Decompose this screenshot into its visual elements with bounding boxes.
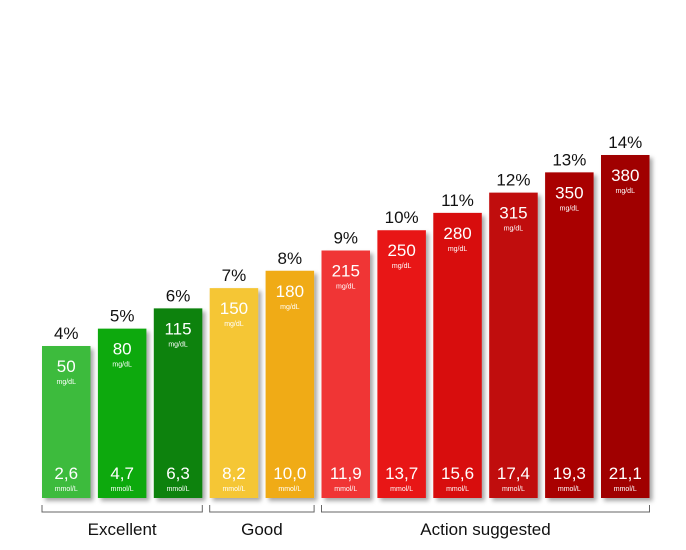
- mmol-value-6: 13,7: [385, 464, 418, 483]
- mgdl-value-2: 115: [164, 319, 191, 338]
- percent-label-4: 8%: [278, 249, 303, 268]
- mgdl-unit-7: mg/dL: [448, 246, 468, 253]
- percent-label-7: 11%: [441, 191, 474, 210]
- mmol-unit-5: mmol/L: [334, 486, 357, 493]
- mmol-unit-1: mmol/L: [111, 486, 134, 493]
- mgdl-unit-6: mg/dL: [392, 263, 412, 270]
- mmol-unit-4: mmol/L: [278, 486, 301, 493]
- bar-1: [97, 328, 147, 498]
- mmol-value-4: 10,0: [273, 464, 306, 483]
- mgdl-unit-5: mg/dL: [336, 284, 356, 291]
- mmol-value-3: 8,2: [222, 464, 246, 483]
- bar-7: [433, 212, 482, 498]
- mmol-value-0: 2,6: [54, 464, 78, 483]
- bars-layer: [42, 155, 650, 498]
- mgdl-value-1: 80: [113, 340, 132, 359]
- bar-0: [42, 346, 91, 498]
- group-bracket-1: [209, 505, 315, 513]
- bar-9: [545, 172, 594, 498]
- mmol-value-9: 19,3: [553, 464, 586, 483]
- bar-4: [265, 270, 315, 498]
- mmol-unit-2: mmol/L: [167, 486, 190, 493]
- mmol-value-5: 11,9: [330, 464, 362, 483]
- percent-label-6: 10%: [385, 208, 419, 227]
- percent-label-2: 6%: [166, 286, 191, 305]
- mgdl-unit-10: mg/dL: [616, 188, 636, 195]
- mmol-unit-0: mmol/L: [55, 486, 78, 493]
- bar-8: [489, 192, 538, 498]
- group-bracket-0: [41, 505, 203, 513]
- percent-label-5: 9%: [333, 229, 358, 248]
- group-label-2: Action suggested: [420, 520, 550, 539]
- mmol-unit-9: mmol/L: [558, 486, 581, 493]
- percent-label-1: 5%: [110, 307, 135, 326]
- mgdl-unit-3: mg/dL: [224, 321, 244, 328]
- mmol-unit-3: mmol/L: [222, 486, 245, 493]
- mgdl-value-9: 350: [555, 183, 583, 202]
- mgdl-value-4: 180: [276, 282, 304, 301]
- bar-5: [321, 250, 370, 498]
- labels-layer: 4% 50 mg/dL 2,6 mmol/L 5% 80 mg/dL 4,7 mmol/L 6% 11…: [54, 133, 642, 493]
- mmol-value-7: 15,6: [441, 464, 474, 483]
- mmol-value-8: 17,4: [497, 464, 530, 483]
- mgdl-unit-1: mg/dL: [112, 362, 132, 369]
- mmol-value-2: 6,3: [166, 464, 190, 483]
- mgdl-value-5: 215: [332, 262, 360, 281]
- mgdl-value-8: 315: [499, 204, 527, 223]
- mgdl-unit-2: mg/dL: [168, 341, 188, 348]
- mgdl-unit-0: mg/dL: [57, 379, 77, 386]
- bar-6: [377, 230, 426, 498]
- percent-label-9: 13%: [552, 150, 586, 169]
- mgdl-unit-4: mg/dL: [280, 304, 300, 311]
- percent-label-8: 12%: [496, 171, 530, 190]
- mgdl-value-6: 250: [387, 241, 415, 260]
- groups-layer: Excellent Good Action suggested: [41, 505, 650, 539]
- bar-3: [209, 288, 259, 498]
- mgdl-value-0: 50: [57, 357, 76, 376]
- group-bracket-2: [321, 505, 650, 513]
- mmol-unit-6: mmol/L: [390, 486, 413, 493]
- mgdl-value-3: 150: [220, 299, 248, 318]
- mgdl-unit-8: mg/dL: [504, 226, 524, 233]
- bar-2: [153, 308, 203, 498]
- group-label-0: Excellent: [88, 520, 157, 539]
- mgdl-value-10: 380: [611, 166, 639, 185]
- percent-label-3: 7%: [222, 266, 247, 285]
- mmol-value-10: 21,1: [609, 464, 642, 483]
- mgdl-value-7: 280: [443, 224, 471, 243]
- percent-label-0: 4%: [54, 324, 79, 343]
- group-label-1: Good: [241, 520, 283, 539]
- bar-10: [601, 155, 650, 498]
- percent-label-10: 14%: [608, 133, 642, 152]
- mmol-unit-7: mmol/L: [446, 486, 469, 493]
- mmol-unit-10: mmol/L: [614, 486, 637, 493]
- mmol-unit-8: mmol/L: [502, 486, 525, 493]
- mmol-value-1: 4,7: [110, 464, 134, 483]
- mgdl-unit-9: mg/dL: [560, 205, 580, 212]
